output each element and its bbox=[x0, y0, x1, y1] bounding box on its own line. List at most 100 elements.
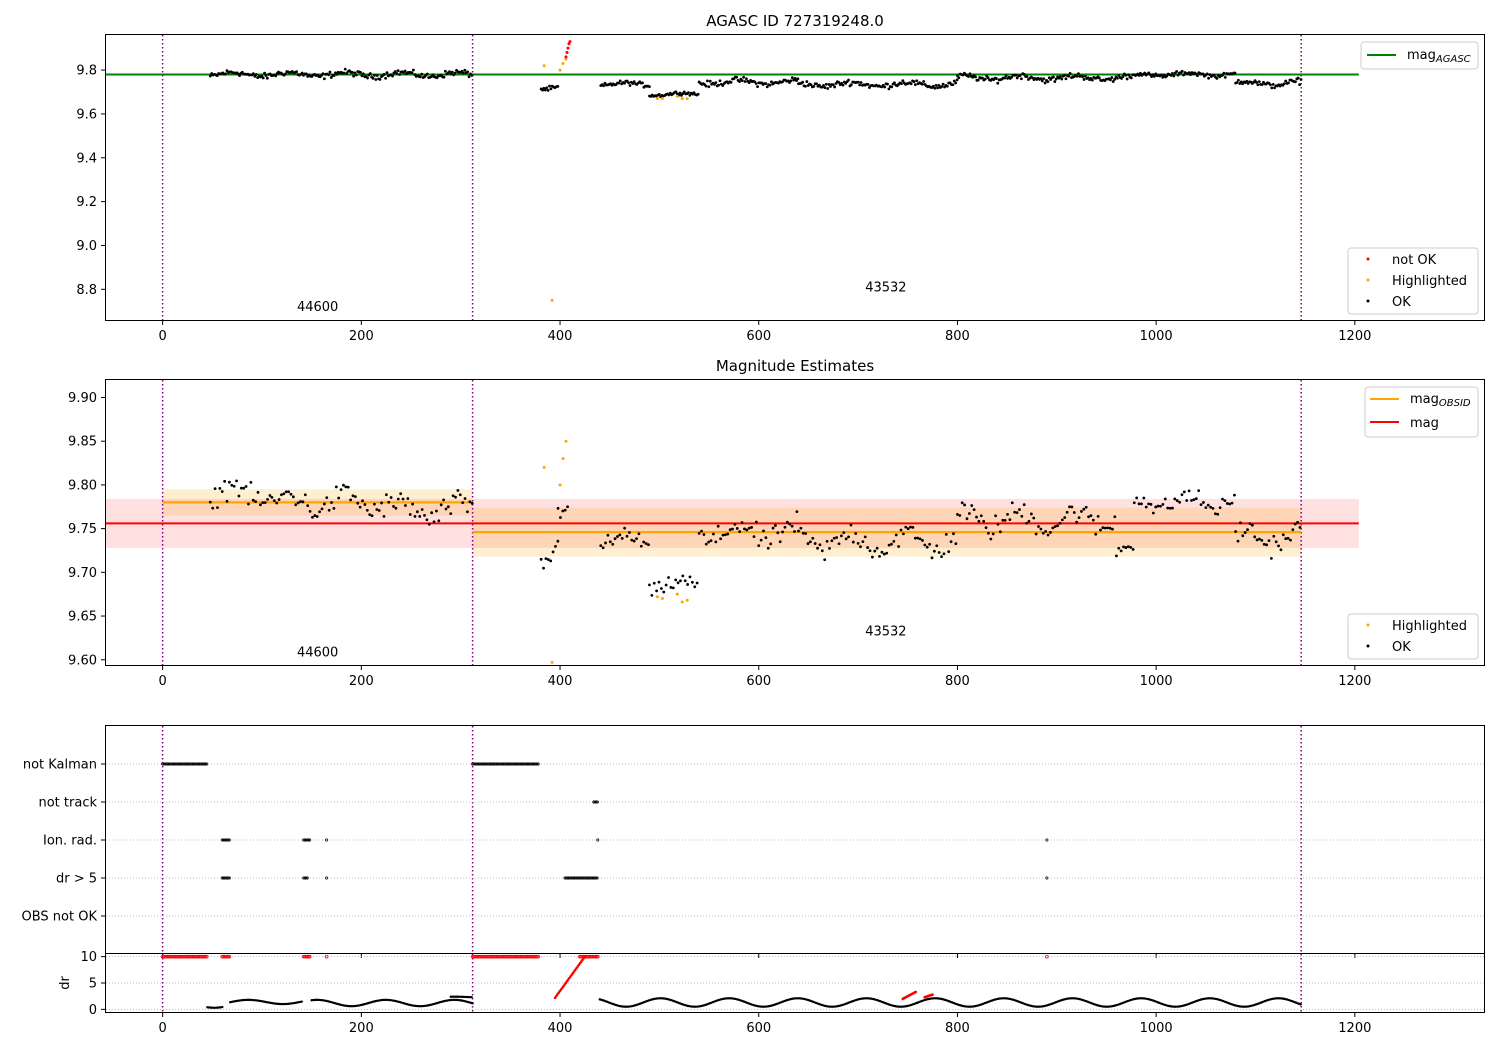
point-ok bbox=[1018, 508, 1021, 511]
dr-over-limit-point bbox=[513, 954, 518, 959]
point-ok bbox=[371, 76, 375, 80]
point-ok bbox=[1161, 75, 1165, 79]
flag-marker bbox=[227, 876, 231, 880]
point-ok bbox=[1190, 499, 1193, 502]
point-ok bbox=[1119, 549, 1123, 553]
point-ok bbox=[957, 76, 961, 80]
point-ok bbox=[382, 515, 386, 518]
x-tick-label: 800 bbox=[945, 329, 970, 344]
agasc-legend-notok-swatch bbox=[1366, 257, 1370, 261]
point-ok bbox=[932, 549, 936, 553]
point-ok bbox=[1068, 505, 1071, 509]
point-ok bbox=[304, 72, 308, 76]
point-ok bbox=[849, 83, 853, 87]
dr-over-limit-point bbox=[204, 954, 209, 959]
point-ok bbox=[546, 558, 550, 561]
point-ok bbox=[1053, 80, 1057, 83]
dr-over-limit-point bbox=[506, 954, 511, 959]
agasc-line-legend: magAGASC bbox=[1360, 41, 1479, 70]
point-ok bbox=[1176, 73, 1180, 77]
point-ok bbox=[398, 73, 401, 76]
y-tick-label: 9.2 bbox=[76, 195, 97, 210]
dr-over-limit-point bbox=[306, 954, 311, 959]
point-ok bbox=[1298, 525, 1302, 529]
point-ok bbox=[1163, 497, 1167, 501]
point-ok bbox=[861, 540, 865, 543]
flag-marker bbox=[308, 838, 312, 842]
point-ok bbox=[664, 583, 668, 587]
point-ok bbox=[1124, 546, 1128, 549]
point-ok bbox=[396, 497, 400, 501]
point-ok bbox=[627, 531, 631, 534]
x-tick-label: 0 bbox=[158, 1021, 166, 1036]
point-ok bbox=[230, 483, 234, 487]
point-ok bbox=[906, 527, 910, 531]
flag-marker bbox=[1045, 838, 1049, 842]
point-ok bbox=[683, 579, 687, 583]
point-ok bbox=[450, 70, 454, 74]
point-ok bbox=[563, 508, 567, 512]
point-ok bbox=[1087, 515, 1090, 519]
point-ok bbox=[979, 514, 983, 518]
point-ok bbox=[856, 542, 860, 545]
point-ok bbox=[1265, 543, 1269, 547]
point-ok bbox=[733, 523, 737, 526]
dr-over-limit-point bbox=[176, 954, 180, 959]
point-ok bbox=[805, 80, 809, 83]
dr-over-limit-point bbox=[479, 954, 483, 959]
point-ok bbox=[1255, 538, 1259, 542]
point-ok bbox=[922, 80, 926, 83]
point-ok bbox=[608, 540, 612, 544]
dr-over-limit-point bbox=[202, 954, 207, 959]
point-ok bbox=[463, 497, 467, 500]
point-ok bbox=[949, 540, 953, 544]
point-ok bbox=[947, 550, 951, 554]
point-ok bbox=[754, 520, 758, 524]
dr-over-limit-point bbox=[483, 954, 488, 959]
point-ok bbox=[1122, 545, 1125, 549]
point-ok bbox=[220, 490, 224, 493]
point-ok bbox=[1053, 525, 1057, 528]
point-ok bbox=[1223, 499, 1227, 503]
point-ok bbox=[1228, 502, 1232, 506]
point-ok bbox=[1077, 516, 1081, 520]
point-ok bbox=[920, 82, 924, 86]
point-ok bbox=[423, 514, 426, 517]
point-ok bbox=[692, 91, 696, 95]
point-ok bbox=[729, 80, 733, 84]
point-ok bbox=[617, 81, 621, 85]
point-ok bbox=[937, 551, 941, 554]
point-ok bbox=[611, 542, 615, 546]
point-ok bbox=[1086, 76, 1090, 80]
point-ok bbox=[1077, 72, 1080, 76]
point-ok bbox=[859, 545, 862, 549]
point-ok bbox=[1001, 518, 1005, 522]
point-ok bbox=[1121, 75, 1125, 78]
agasc-legend-line-label: magAGASC bbox=[1407, 48, 1471, 65]
magnitude-estimates-title: Magnitude Estimates bbox=[716, 357, 874, 375]
point-ok bbox=[681, 574, 685, 578]
dr-over-limit-point bbox=[193, 954, 197, 959]
point-ok bbox=[263, 501, 267, 505]
flag-marker bbox=[594, 876, 598, 880]
point-ok bbox=[268, 494, 272, 497]
point-ok bbox=[904, 525, 908, 529]
dr-over-limit-point bbox=[505, 954, 509, 959]
point-ok bbox=[726, 532, 730, 536]
point-ok bbox=[728, 528, 732, 532]
x-tick-label: 400 bbox=[548, 329, 573, 344]
point-ok bbox=[299, 500, 302, 503]
point-ok bbox=[1233, 71, 1237, 75]
obsid-label: 44600 bbox=[297, 300, 338, 315]
dr-over-limit-point bbox=[222, 954, 227, 959]
dr-axes-frame bbox=[105, 953, 1485, 1013]
dr-over-limit-point bbox=[588, 954, 593, 959]
point-ok bbox=[1143, 71, 1147, 75]
point-ok bbox=[657, 580, 661, 584]
dr-over-limit-point bbox=[591, 954, 595, 959]
point-ok bbox=[679, 579, 682, 583]
point-ok bbox=[616, 535, 619, 538]
dr-over-limit-point bbox=[175, 954, 179, 959]
point-highlighted bbox=[542, 64, 546, 68]
point-ok bbox=[824, 82, 828, 86]
